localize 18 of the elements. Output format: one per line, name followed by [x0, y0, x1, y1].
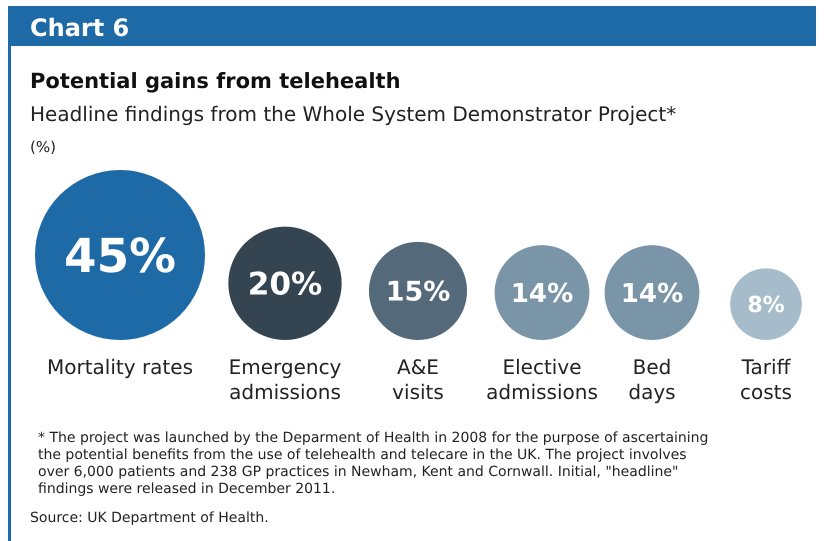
text: * The project was launched by the Deparment of Health in 2008 for the purpose of ascertaining the potential benefits from the use of telehealth and telecare in the UK. The project involves over 6,000 patients and 238 GP practices in Newham, Kent and Cornwall. Initial, "headline" findings were released in December 2011.	[38, 430, 708, 497]
text: (%)	[30, 138, 56, 156]
source-note: Source: UK Department of Health.	[30, 510, 269, 526]
data-label: 14%	[510, 278, 574, 309]
data-label: 15%	[386, 276, 450, 308]
data-label: 45%	[64, 230, 176, 284]
category-label: Tariff costs	[740, 355, 792, 404]
category-label: Emergency admissions	[228, 355, 342, 404]
data-label: 14%	[620, 278, 684, 309]
category-label: Elective admissions	[486, 355, 598, 404]
text: Potential gains from telehealth	[30, 69, 401, 93]
data-label: 8%	[747, 293, 785, 318]
category-label: A&E visits	[392, 355, 444, 404]
category-label: Bed days	[628, 355, 676, 404]
category-label: Mortality rates	[46, 355, 194, 379]
text: Headline findings from the Whole System Demonstrator Project*	[30, 102, 676, 126]
data-label: 20%	[248, 266, 322, 303]
caption: Chart 6	[30, 14, 130, 42]
